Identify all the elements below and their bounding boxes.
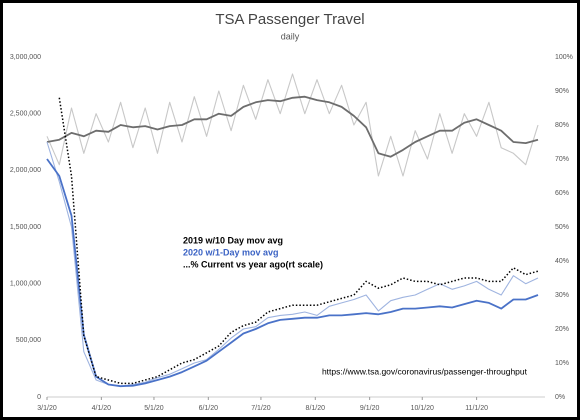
y-tick-label: 2,500,000 — [10, 111, 41, 118]
x-tick-label: 7/1/20 — [251, 405, 271, 412]
chart-subtitle: daily — [281, 31, 300, 41]
series-line — [46, 95, 539, 158]
y2-tick-label: 10% — [555, 360, 569, 367]
x-tick-label: 10/1/20 — [411, 405, 434, 412]
y-tick-label: 1,000,000 — [10, 281, 41, 288]
y-tick-label: 1,500,000 — [10, 224, 41, 231]
x-tick-label: 3/1/20 — [37, 405, 57, 412]
series-line — [58, 97, 539, 385]
legend-label: 2020 w/1-Day mov avg — [183, 247, 279, 257]
legend-label: ...% Current vs year ago(rt scale) — [183, 259, 323, 269]
chart-title: TSA Passenger Travel — [215, 11, 364, 28]
y2-tick-label: 0% — [555, 394, 565, 401]
y2-tick-label: 60% — [555, 190, 569, 197]
y2-tick-label: 100% — [555, 54, 573, 61]
y2-tick-label: 70% — [555, 156, 569, 163]
x-tick-label: 6/1/20 — [199, 405, 219, 412]
y2-tick-label: 90% — [555, 88, 569, 95]
y2-tick-label: 30% — [555, 292, 569, 299]
y-tick-label: 500,000 — [16, 337, 41, 344]
y-tick-label: 0 — [37, 394, 41, 401]
x-tick-label: 9/1/20 — [360, 405, 380, 412]
series-line — [46, 73, 539, 177]
y2-tick-label: 20% — [555, 326, 569, 333]
annotation: https://www.tsa.gov/coronavirus/passenge… — [322, 366, 528, 376]
x-tick-label: 5/1/20 — [144, 405, 164, 412]
x-tick-label: 4/1/20 — [92, 405, 112, 412]
series-line — [46, 158, 539, 388]
x-tick-label: 11/1/20 — [465, 405, 488, 412]
y-tick-label: 3,000,000 — [10, 54, 41, 61]
y2-tick-label: 80% — [555, 122, 569, 129]
y2-tick-label: 50% — [555, 224, 569, 231]
y2-tick-label: 40% — [555, 258, 569, 265]
legend-label: 2019 w/10 Day mov avg — [183, 235, 283, 245]
x-tick-label: 8/1/20 — [306, 405, 326, 412]
chart-background — [3, 3, 577, 417]
y-tick-label: 2,000,000 — [10, 167, 41, 174]
